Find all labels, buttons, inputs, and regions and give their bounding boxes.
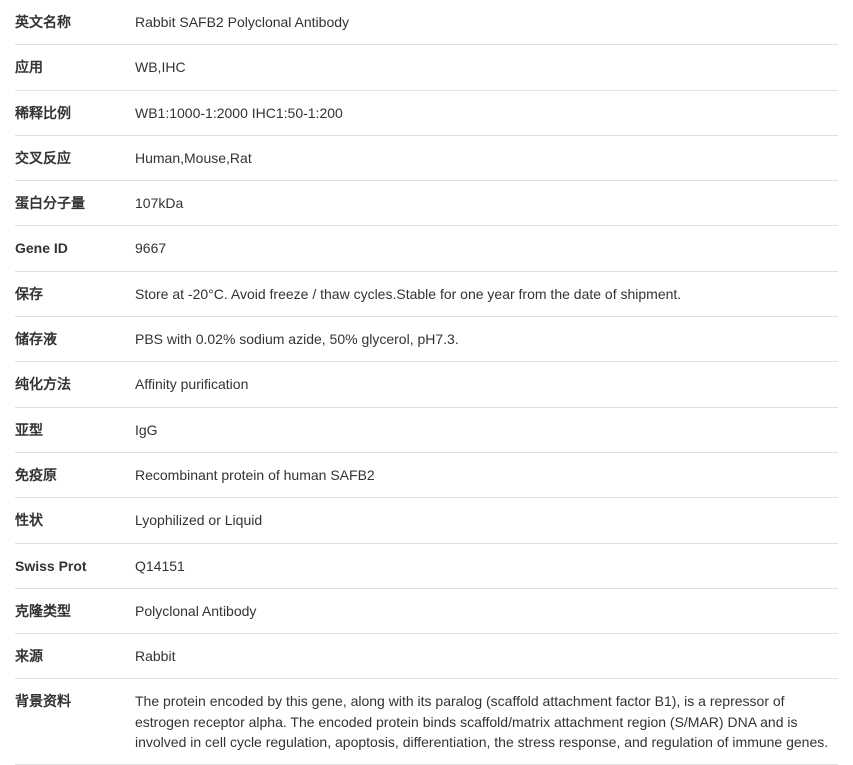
table-row: 英文名称 Rabbit SAFB2 Polyclonal Antibody	[15, 0, 838, 45]
table-row: 背景资料 The protein encoded by this gene, a…	[15, 679, 838, 765]
row-value: Store at -20°C. Avoid freeze / thaw cycl…	[135, 271, 838, 316]
table-row: 性状 Lyophilized or Liquid	[15, 498, 838, 543]
table-row: 免疫原 Recombinant protein of human SAFB2	[15, 452, 838, 497]
row-label: 保存	[15, 271, 135, 316]
row-label: 储存液	[15, 317, 135, 362]
table-row: 蛋白分子量 107kDa	[15, 181, 838, 226]
row-value: IgG	[135, 407, 838, 452]
table-row: 储存液 PBS with 0.02% sodium azide, 50% gly…	[15, 317, 838, 362]
row-value: Human,Mouse,Rat	[135, 135, 838, 180]
table-row: 来源 Rabbit	[15, 634, 838, 679]
row-value: WB1:1000-1:2000 IHC1:50-1:200	[135, 90, 838, 135]
row-label: Swiss Prot	[15, 543, 135, 588]
row-value: WB,IHC	[135, 45, 838, 90]
table-row: 稀释比例 WB1:1000-1:2000 IHC1:50-1:200	[15, 90, 838, 135]
row-value: Recombinant protein of human SAFB2	[135, 452, 838, 497]
row-label: 克隆类型	[15, 588, 135, 633]
table-row: 保存 Store at -20°C. Avoid freeze / thaw c…	[15, 271, 838, 316]
row-label: 纯化方法	[15, 362, 135, 407]
table-row: Swiss Prot Q14151	[15, 543, 838, 588]
row-value: Q14151	[135, 543, 838, 588]
row-label: 背景资料	[15, 679, 135, 765]
row-label: 英文名称	[15, 0, 135, 45]
row-label: 交叉反应	[15, 135, 135, 180]
table-row: 交叉反应 Human,Mouse,Rat	[15, 135, 838, 180]
row-value: Rabbit	[135, 634, 838, 679]
row-value: 9667	[135, 226, 838, 271]
row-label: 蛋白分子量	[15, 181, 135, 226]
row-label: 稀释比例	[15, 90, 135, 135]
row-value: Polyclonal Antibody	[135, 588, 838, 633]
row-label: 来源	[15, 634, 135, 679]
row-label: 应用	[15, 45, 135, 90]
row-label: Gene ID	[15, 226, 135, 271]
row-value: Rabbit SAFB2 Polyclonal Antibody	[135, 0, 838, 45]
table-body: 英文名称 Rabbit SAFB2 Polyclonal Antibody 应用…	[15, 0, 838, 765]
table-row: 克隆类型 Polyclonal Antibody	[15, 588, 838, 633]
row-value: 107kDa	[135, 181, 838, 226]
row-value: The protein encoded by this gene, along …	[135, 679, 838, 765]
table-row: Gene ID 9667	[15, 226, 838, 271]
antibody-spec-table: 英文名称 Rabbit SAFB2 Polyclonal Antibody 应用…	[15, 0, 838, 765]
table-row: 纯化方法 Affinity purification	[15, 362, 838, 407]
row-label: 亚型	[15, 407, 135, 452]
row-value: PBS with 0.02% sodium azide, 50% glycero…	[135, 317, 838, 362]
row-value: Lyophilized or Liquid	[135, 498, 838, 543]
table-row: 应用 WB,IHC	[15, 45, 838, 90]
row-value: Affinity purification	[135, 362, 838, 407]
table-row: 亚型 IgG	[15, 407, 838, 452]
row-label: 免疫原	[15, 452, 135, 497]
row-label: 性状	[15, 498, 135, 543]
